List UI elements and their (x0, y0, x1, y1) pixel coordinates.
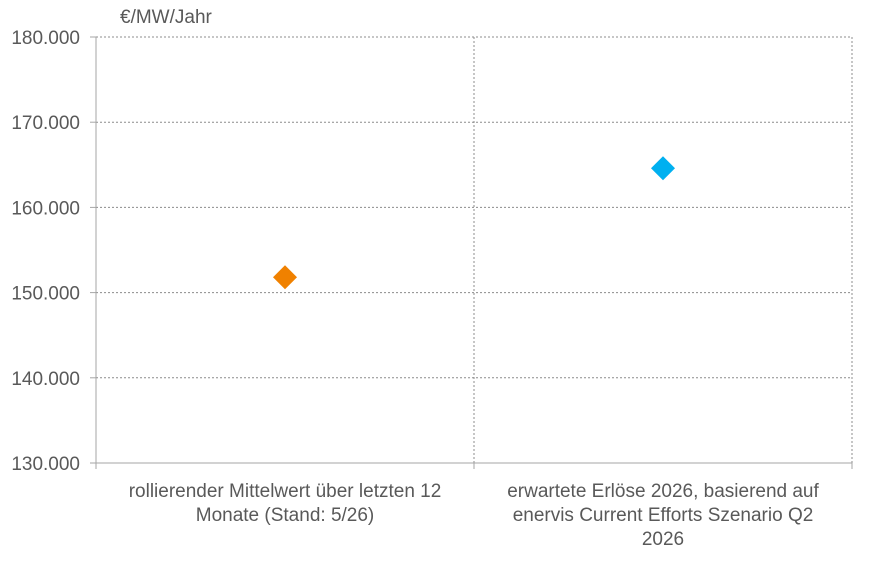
x-tick-label: erwartete Erlöse 2026, basierend auf ener… (507, 481, 819, 550)
data-point-diamond (273, 265, 297, 290)
y-axis-label: €/MW/Jahr (120, 7, 213, 28)
axes (90, 36, 853, 469)
y-tick-label: 160.000 (11, 198, 80, 219)
y-axis-ticks: 130.000 140.000 150.000 160.000 170.000 180.0… (11, 28, 80, 475)
x-axis-ticks: rollierender Mittelwert über letzten 12 M… (129, 481, 820, 550)
y-tick-label: 180.000 (11, 28, 80, 49)
y-tick-label: 170.000 (11, 113, 80, 134)
data-points (273, 156, 675, 290)
y-tick-label: 140.000 (11, 369, 80, 390)
data-point-diamond (651, 156, 675, 181)
grid (96, 36, 853, 463)
y-tick-label: 130.000 (11, 454, 80, 475)
y-tick-label: 150.000 (11, 284, 80, 305)
x-tick-label: rollierender Mittelwert über letzten 12 M… (129, 481, 442, 526)
